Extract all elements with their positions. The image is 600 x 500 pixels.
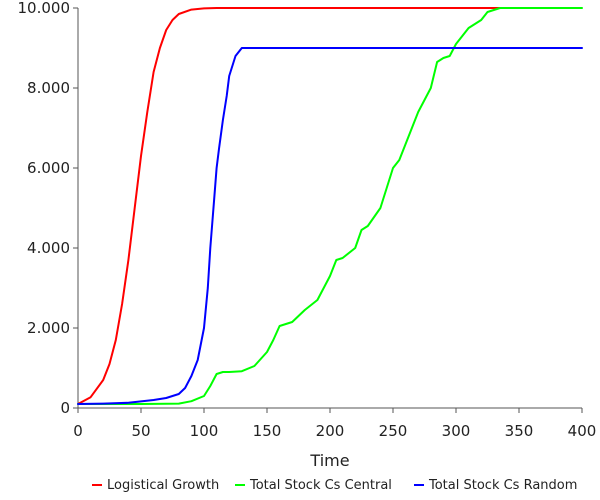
y-tick-label: 8.000	[27, 79, 70, 97]
series-line-total-stock-cs-central	[77, 7, 583, 405]
axes-layer	[73, 7, 583, 413]
x-tick-label: 350	[505, 422, 534, 440]
y-tick-label: 10.000	[18, 0, 71, 17]
x-tick-label: 400	[568, 422, 597, 440]
series-lines-layer	[77, 7, 583, 405]
series-line-logistical-growth	[77, 7, 502, 405]
x-tick-label: 50	[131, 422, 150, 440]
x-tick-label: 100	[190, 422, 219, 440]
legend-label: Total Stock Cs Central	[249, 478, 392, 493]
x-tick-label: 0	[73, 422, 83, 440]
y-tick-label: 2.000	[27, 319, 70, 337]
x-axis-title: Time	[309, 451, 349, 470]
legend: Logistical Growth Total Stock Cs Central T…	[92, 478, 577, 493]
x-tick-label: 300	[442, 422, 471, 440]
x-tick-label: 200	[316, 422, 345, 440]
y-tick-label: 6.000	[27, 159, 70, 177]
tick-labels-layer: 0 50 100 150 200 250 300 350 400 0 2.000 4.000 6.000…	[18, 0, 597, 440]
legend-label: Logistical Growth	[107, 478, 219, 493]
y-tick-label: 0	[60, 399, 70, 417]
y-tick-label: 4.000	[27, 239, 70, 257]
x-tick-label: 150	[253, 422, 282, 440]
series-line-total-stock-cs-random	[77, 47, 583, 405]
legend-label: Total Stock Cs Random	[428, 478, 577, 493]
x-tick-label: 250	[379, 422, 408, 440]
